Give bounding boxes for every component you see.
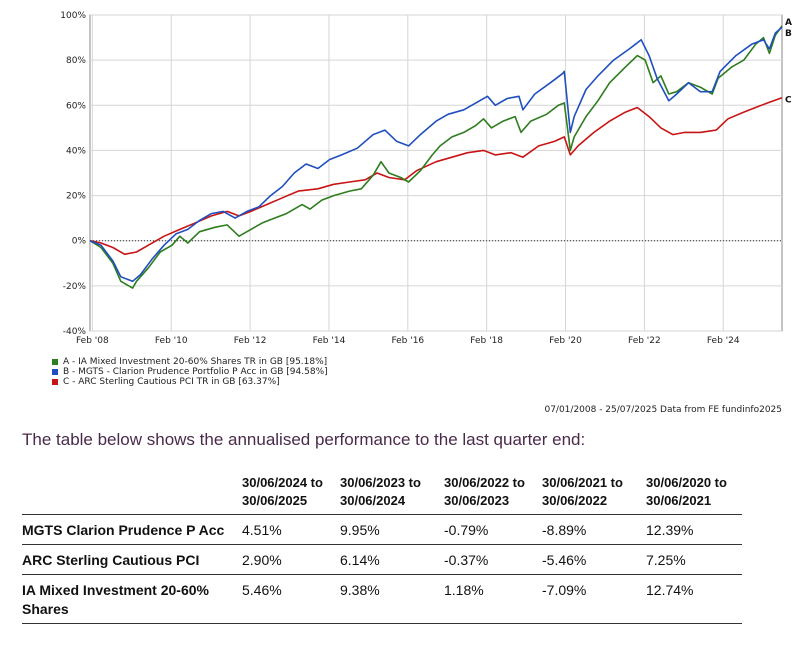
row-name: ARC Sterling Cautious PCI (22, 544, 242, 575)
legend-swatch-c (52, 379, 58, 385)
chart-svg: -40% -20% 0% 20% 40% 60% 80% 100% Feb '08 Feb '10… (60, 11, 792, 346)
header-cell-period-1: 30/06/2024 to 30/06/2025 (242, 472, 340, 515)
x-tick-label: Feb '20 (549, 336, 582, 346)
y-tick-label: 80% (66, 56, 86, 66)
row-name: MGTS Clarion Prudence P Acc (22, 514, 242, 545)
table-cell: -5.46% (542, 544, 646, 575)
header-cell-period-5: 30/06/2020 to 30/06/2021 (646, 472, 742, 515)
table-cell: 6.14% (340, 544, 444, 575)
x-tick-label: Feb '12 (234, 336, 267, 346)
performance-chart: -40% -20% 0% 20% 40% 60% 80% 100% Feb '08 Feb '10… (60, 11, 792, 346)
table-cell: 12.39% (646, 514, 742, 545)
y-tick-label: -40% (63, 327, 87, 337)
table-cell: 4.51% (242, 514, 340, 545)
x-tick-label: Feb '18 (470, 336, 503, 346)
legend-item-c: C - ARC Sterling Cautious PCI TR in GB [… (52, 377, 328, 387)
y-tick-label: 60% (66, 101, 86, 111)
x-tick-label: Feb '24 (707, 336, 740, 346)
legend-swatch-a (52, 359, 58, 365)
header-cell-period-3: 30/06/2022 to 30/06/2023 (444, 472, 542, 515)
table-cell: 9.95% (340, 514, 444, 545)
table-row: MGTS Clarion Prudence P Acc 4.51% 9.95% … (22, 514, 742, 545)
table-cell: 7.25% (646, 544, 742, 575)
header-cell-period-2: 30/06/2023 to 30/06/2024 (340, 472, 444, 515)
header-cell-period-4: 30/06/2021 to 30/06/2022 (542, 472, 646, 515)
y-tick-label: 20% (66, 192, 86, 202)
legend-item-b: B - MGTS - Clarion Prudence Portfolio P … (52, 367, 328, 377)
table-cell: 5.46% (242, 574, 340, 624)
table-row: ARC Sterling Cautious PCI 2.90% 6.14% -0… (22, 544, 742, 575)
table-row: IA Mixed Investment 20-60% Shares 5.46% … (22, 574, 742, 624)
x-tick-label: Feb '08 (76, 336, 109, 346)
series-line-b (89, 26, 783, 283)
x-tick-label: Feb '10 (155, 336, 188, 346)
header-cell-blank (22, 472, 242, 515)
series-end-label-b: B (785, 29, 792, 39)
row-name: IA Mixed Investment 20-60% Shares (22, 574, 242, 624)
table-cell: 9.38% (340, 574, 444, 624)
y-tick-label: 0% (72, 237, 87, 247)
y-tick-label: 40% (66, 146, 86, 156)
performance-table: 30/06/2024 to 30/06/2025 30/06/2023 to 3… (22, 472, 742, 624)
legend-item-a: A - IA Mixed Investment 20-60% Shares TR… (52, 357, 328, 367)
series-end-label-c: C (785, 96, 792, 106)
legend-swatch-b (52, 369, 58, 375)
table-cell: -7.09% (542, 574, 646, 624)
x-tick-label: Feb '22 (628, 336, 661, 346)
table-header-row: 30/06/2024 to 30/06/2025 30/06/2023 to 3… (22, 472, 742, 515)
x-tick-label: Feb '14 (313, 336, 346, 346)
series-line-a (89, 25, 783, 289)
table-cell: 2.90% (242, 544, 340, 575)
y-tick-label: 100% (60, 11, 86, 21)
legend-label-b: B - MGTS - Clarion Prudence Portfolio P … (63, 367, 328, 377)
table-cell: -0.79% (444, 514, 542, 545)
table-cell: 1.18% (444, 574, 542, 624)
legend-label-a: A - IA Mixed Investment 20-60% Shares TR… (63, 357, 328, 367)
table-cell: -0.37% (444, 544, 542, 575)
table-intro: The table below shows the annualised per… (22, 430, 586, 449)
legend-label-c: C - ARC Sterling Cautious PCI TR in GB [… (63, 377, 280, 387)
series-end-label-a: A (785, 18, 792, 28)
table-cell: -8.89% (542, 514, 646, 545)
chart-source-note: 07/01/2008 - 25/07/2025 Data from FE fun… (544, 405, 782, 415)
table-cell: 12.74% (646, 574, 742, 624)
chart-legend: A - IA Mixed Investment 20-60% Shares TR… (52, 357, 328, 387)
y-tick-label: -20% (63, 282, 87, 292)
plot-area (89, 14, 783, 332)
x-tick-label: Feb '16 (391, 336, 424, 346)
